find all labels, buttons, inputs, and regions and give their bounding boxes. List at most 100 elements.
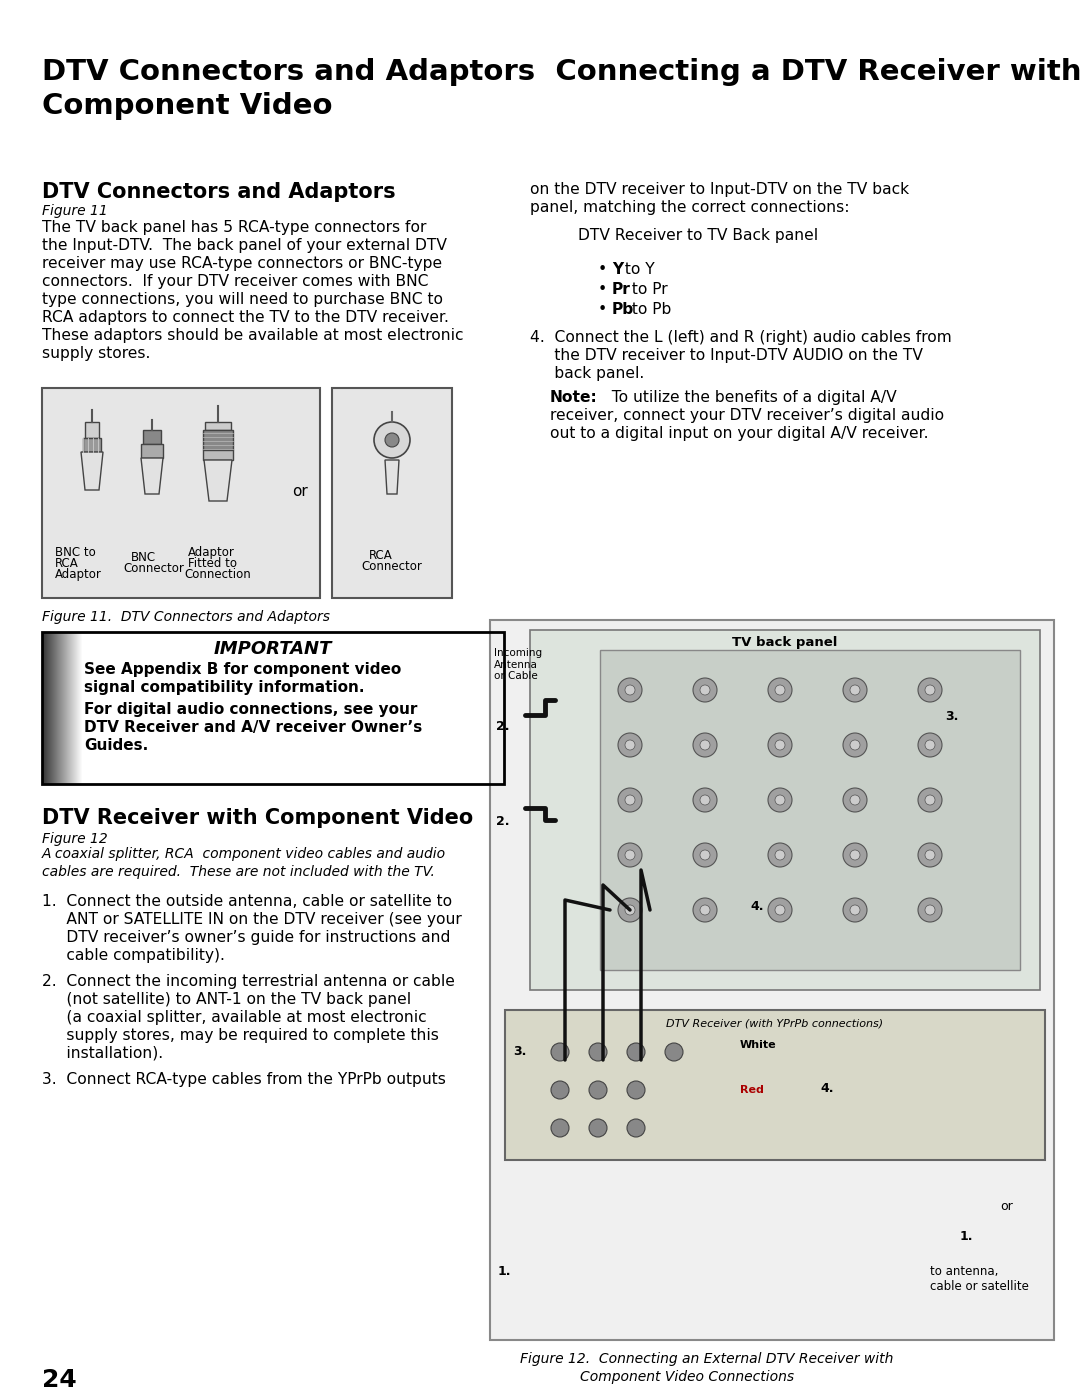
Polygon shape xyxy=(204,460,232,502)
Circle shape xyxy=(627,1119,645,1137)
Text: Fitted to: Fitted to xyxy=(188,557,237,570)
Text: to Pr: to Pr xyxy=(627,282,667,298)
Text: BNC: BNC xyxy=(131,550,157,564)
Text: 3.: 3. xyxy=(945,710,958,724)
Circle shape xyxy=(768,678,792,703)
Text: 4.  Connect the L (left) and R (right) audio cables from: 4. Connect the L (left) and R (right) au… xyxy=(530,330,951,345)
Text: DTV Connectors and Adaptors: DTV Connectors and Adaptors xyxy=(42,182,395,203)
Text: Note:: Note: xyxy=(550,390,597,405)
Text: ANT or SATELLITE IN on the DTV receiver (see your: ANT or SATELLITE IN on the DTV receiver … xyxy=(42,912,462,928)
Text: IMPORTANT: IMPORTANT xyxy=(214,640,333,658)
Bar xyxy=(530,630,1040,990)
Circle shape xyxy=(775,905,785,915)
Circle shape xyxy=(374,422,410,458)
Text: receiver may use RCA-type connectors or BNC-type: receiver may use RCA-type connectors or … xyxy=(42,256,442,271)
Text: supply stores.: supply stores. xyxy=(42,346,150,360)
Text: See Appendix B for component video: See Appendix B for component video xyxy=(84,662,402,678)
Text: DTV Connectors and Adaptors  Connecting a DTV Receiver with: DTV Connectors and Adaptors Connecting a… xyxy=(42,59,1080,87)
Circle shape xyxy=(618,842,642,868)
Text: Figure 12.  Connecting an External DTV Receiver with: Figure 12. Connecting an External DTV Re… xyxy=(519,1352,893,1366)
Circle shape xyxy=(618,898,642,922)
Text: •: • xyxy=(598,302,612,317)
Text: the DTV receiver to Input-DTV AUDIO on the TV: the DTV receiver to Input-DTV AUDIO on t… xyxy=(530,348,923,363)
Circle shape xyxy=(700,795,710,805)
Bar xyxy=(141,444,163,458)
Text: cable compatibility).: cable compatibility). xyxy=(42,949,225,963)
Bar xyxy=(203,430,233,450)
Text: back panel.: back panel. xyxy=(530,366,645,381)
Text: 1.: 1. xyxy=(498,1266,512,1278)
Bar xyxy=(42,631,504,784)
Bar xyxy=(505,1010,1045,1160)
Text: •: • xyxy=(598,282,612,298)
Text: installation).: installation). xyxy=(42,1046,163,1060)
Circle shape xyxy=(589,1119,607,1137)
Circle shape xyxy=(589,1081,607,1099)
Text: DTV Receiver with Component Video: DTV Receiver with Component Video xyxy=(42,807,473,828)
Circle shape xyxy=(775,740,785,750)
Circle shape xyxy=(843,842,867,868)
Circle shape xyxy=(843,788,867,812)
Text: DTV Receiver (with YPrPb connections): DTV Receiver (with YPrPb connections) xyxy=(666,1018,883,1028)
Circle shape xyxy=(850,740,860,750)
Text: DTV Receiver and A/V receiver Owner’s: DTV Receiver and A/V receiver Owner’s xyxy=(84,719,422,735)
Circle shape xyxy=(924,905,935,915)
Text: panel, matching the correct connections:: panel, matching the correct connections: xyxy=(530,200,850,215)
Circle shape xyxy=(843,678,867,703)
Text: connectors.  If your DTV receiver comes with BNC: connectors. If your DTV receiver comes w… xyxy=(42,274,429,289)
Bar xyxy=(600,650,1020,970)
Circle shape xyxy=(768,788,792,812)
Circle shape xyxy=(924,685,935,694)
Circle shape xyxy=(775,795,785,805)
Circle shape xyxy=(551,1081,569,1099)
Circle shape xyxy=(918,733,942,757)
Circle shape xyxy=(618,788,642,812)
Text: Incoming
Antenna
or Cable: Incoming Antenna or Cable xyxy=(494,648,542,682)
Polygon shape xyxy=(81,453,103,490)
Text: Component Video: Component Video xyxy=(42,92,333,120)
Circle shape xyxy=(700,849,710,861)
Circle shape xyxy=(665,1044,683,1060)
Circle shape xyxy=(843,733,867,757)
Circle shape xyxy=(700,905,710,915)
Text: 24: 24 xyxy=(42,1368,77,1391)
Circle shape xyxy=(768,898,792,922)
Text: DTV Receiver to TV Back panel: DTV Receiver to TV Back panel xyxy=(578,228,819,243)
Text: Adaptor: Adaptor xyxy=(55,569,102,581)
Bar xyxy=(490,620,1054,1340)
Text: Adaptor: Adaptor xyxy=(188,546,234,559)
Circle shape xyxy=(618,678,642,703)
Text: BNC to: BNC to xyxy=(55,546,96,559)
Circle shape xyxy=(693,842,717,868)
Text: Figure 11.  DTV Connectors and Adaptors: Figure 11. DTV Connectors and Adaptors xyxy=(42,610,330,624)
Text: Pr: Pr xyxy=(612,282,631,298)
Bar xyxy=(332,388,453,598)
Text: 2.: 2. xyxy=(496,719,510,733)
Text: or: or xyxy=(1000,1200,1013,1213)
Text: receiver, connect your DTV receiver’s digital audio: receiver, connect your DTV receiver’s di… xyxy=(550,408,944,423)
Text: Connector: Connector xyxy=(123,562,184,576)
Circle shape xyxy=(918,898,942,922)
Text: These adaptors should be available at most electronic: These adaptors should be available at mo… xyxy=(42,328,463,344)
Circle shape xyxy=(625,905,635,915)
Text: 4.: 4. xyxy=(750,900,764,914)
Text: Figure 12: Figure 12 xyxy=(42,833,108,847)
Circle shape xyxy=(693,898,717,922)
Text: A coaxial splitter, RCA  component video cables and audio: A coaxial splitter, RCA component video … xyxy=(42,847,446,861)
Text: White: White xyxy=(740,1039,777,1051)
Text: type connections, you will need to purchase BNC to: type connections, you will need to purch… xyxy=(42,292,443,307)
Text: cables are required.  These are not included with the TV.: cables are required. These are not inclu… xyxy=(42,865,435,879)
Bar xyxy=(85,422,99,439)
Circle shape xyxy=(768,733,792,757)
Circle shape xyxy=(843,898,867,922)
Text: (a coaxial splitter, available at most electronic: (a coaxial splitter, available at most e… xyxy=(42,1010,427,1025)
Text: For digital audio connections, see your: For digital audio connections, see your xyxy=(84,703,417,717)
Bar xyxy=(203,450,233,460)
Text: Guides.: Guides. xyxy=(84,738,148,753)
Text: Y: Y xyxy=(612,263,623,277)
Text: supply stores, may be required to complete this: supply stores, may be required to comple… xyxy=(42,1028,438,1044)
Text: 3.  Connect RCA-type cables from the YPrPb outputs: 3. Connect RCA-type cables from the YPrP… xyxy=(42,1071,446,1087)
Text: 1.  Connect the outside antenna, cable or satellite to: 1. Connect the outside antenna, cable or… xyxy=(42,894,453,909)
Text: 2.: 2. xyxy=(496,814,510,828)
Circle shape xyxy=(625,740,635,750)
